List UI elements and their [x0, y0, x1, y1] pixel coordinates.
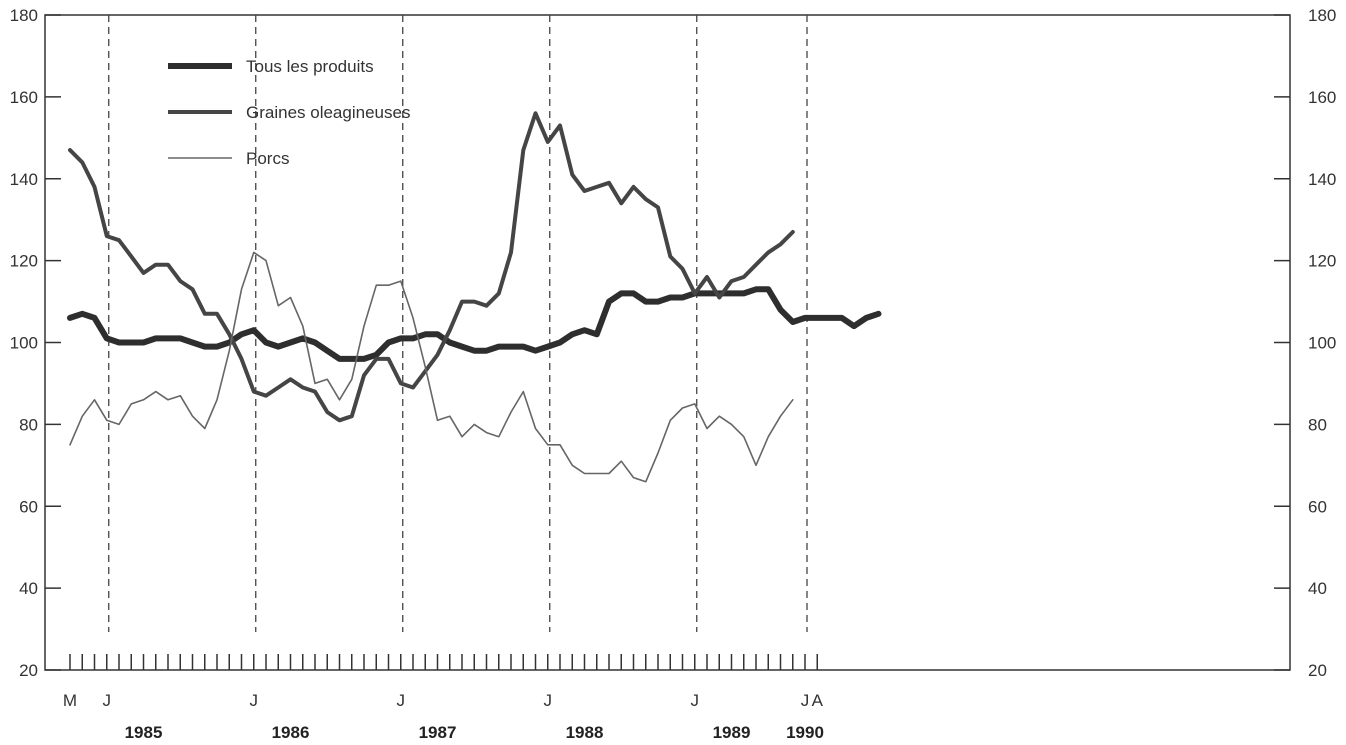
- legend-label: Tous les produits: [246, 57, 374, 76]
- x-month-label: A: [812, 691, 824, 710]
- x-year-label: 1987: [419, 723, 457, 742]
- y-tick-label-right: 80: [1308, 415, 1327, 434]
- y-tick-label-left: 20: [19, 661, 38, 680]
- x-year-label: 1985: [125, 723, 163, 742]
- y-axis-left: 20 40 60 80 100 120 140 160 180: [10, 6, 61, 680]
- x-month-label: M: [63, 691, 77, 710]
- y-tick-label-right: 20: [1308, 661, 1327, 680]
- june-gridlines: [108, 15, 808, 632]
- series-lines: [67, 111, 882, 483]
- x-month-label: J: [397, 691, 406, 710]
- y-tick-label-right: 160: [1308, 88, 1336, 107]
- y-tick-label-left: 140: [10, 170, 38, 189]
- y-tick-label-right: 140: [1308, 170, 1336, 189]
- y-tick-label-left: 80: [19, 415, 38, 434]
- x-year-label: 1989: [713, 723, 751, 742]
- y-axis-right: 20 40 60 80 100 120 140 160 180: [1274, 6, 1336, 680]
- series-line-0: [67, 286, 882, 362]
- y-tick-label-right: 60: [1308, 497, 1327, 516]
- y-tick-label-left: 160: [10, 88, 38, 107]
- y-tick-label-left: 100: [10, 334, 38, 353]
- legend-label: Porcs: [246, 149, 289, 168]
- y-tick-label-right: 180: [1308, 6, 1336, 25]
- series-line-2: [69, 251, 794, 483]
- legend-label: Graines oleagineuses: [246, 103, 410, 122]
- legend: Tous les produits Graines oleagineuses Por…: [168, 57, 410, 168]
- y-tick-label-left: 60: [19, 497, 38, 516]
- y-tick-label-right: 100: [1308, 334, 1336, 353]
- y-tick-label-right: 40: [1308, 579, 1327, 598]
- y-tick-label-left: 180: [10, 6, 38, 25]
- series-line-1: [68, 111, 795, 423]
- x-year-label: 1990: [786, 723, 824, 742]
- x-month-label: J: [544, 691, 553, 710]
- y-tick-label-left: 120: [10, 252, 38, 271]
- x-month-label: J: [691, 691, 700, 710]
- x-month-label: J: [801, 691, 810, 710]
- x-month-label: J: [250, 691, 259, 710]
- x-year-label: 1988: [566, 723, 604, 742]
- x-year-label: 1986: [272, 723, 310, 742]
- y-tick-label-left: 40: [19, 579, 38, 598]
- y-tick-label-right: 120: [1308, 252, 1336, 271]
- x-month-label: J: [103, 691, 112, 710]
